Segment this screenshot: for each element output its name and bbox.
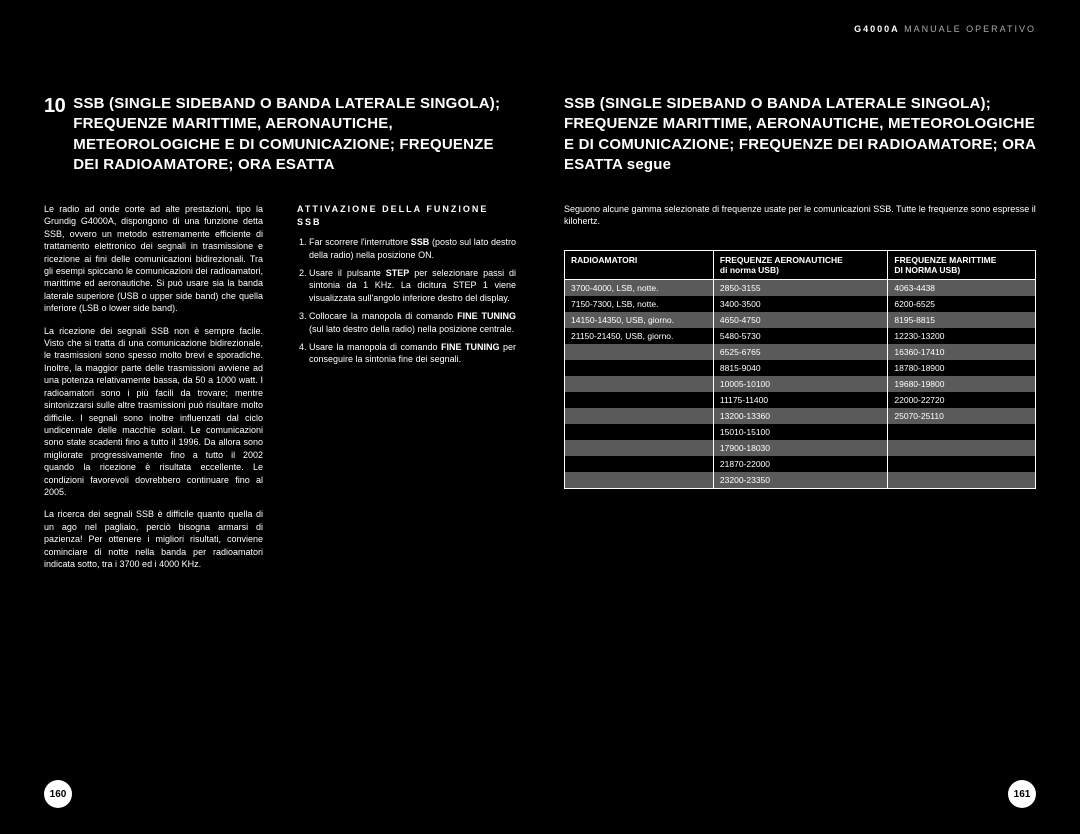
table-cell xyxy=(565,424,714,440)
table-cell: 17900-18030 xyxy=(713,440,887,456)
table-cell: 14150-14350, USB, giorno. xyxy=(565,312,714,328)
table-cell: 10005-10100 xyxy=(713,376,887,392)
table-cell: 16360-17410 xyxy=(888,344,1036,360)
table-cell: 15010-15100 xyxy=(713,424,887,440)
table-header: RADIOAMATORI xyxy=(565,250,714,279)
table-cell: 2850-3155 xyxy=(713,279,887,296)
table-cell: 19680-19800 xyxy=(888,376,1036,392)
table-row: 17900-18030 xyxy=(565,440,1036,456)
table-row: 11175-1140022000-22720 xyxy=(565,392,1036,408)
step-item: Far scorrere l'interruttore SSB (posto s… xyxy=(309,236,516,261)
section-number: 10 xyxy=(44,94,65,118)
table-row: 23200-23350 xyxy=(565,472,1036,489)
table-cell xyxy=(565,456,714,472)
steps-list: Far scorrere l'interruttore SSB (posto s… xyxy=(297,236,516,366)
table-cell xyxy=(888,440,1036,456)
table-header: FREQUENZE AERONAUTICHEdi norma USB) xyxy=(713,250,887,279)
table-cell xyxy=(888,472,1036,489)
table-cell: 6200-6525 xyxy=(888,296,1036,312)
header-title: MANUALE OPERATIVO xyxy=(904,24,1036,34)
table-cell: 22000-22720 xyxy=(888,392,1036,408)
page-left: 10 SSB (SINGLE SIDEBAND O BANDA LATERALE… xyxy=(44,94,516,580)
table-row: 3700-4000, LSB, notte.2850-31554063-4438 xyxy=(565,279,1036,296)
table-row: 15010-15100 xyxy=(565,424,1036,440)
table-cell xyxy=(565,472,714,489)
table-row: 14150-14350, USB, giorno.4650-47508195-8… xyxy=(565,312,1036,328)
table-row: 21870-22000 xyxy=(565,456,1036,472)
section-heading-right: SSB (SINGLE SIDEBAND O BANDA LATERALE SI… xyxy=(564,94,1036,175)
table-cell: 4063-4438 xyxy=(888,279,1036,296)
para: La ricerca dei segnali SSB è difficile q… xyxy=(44,508,263,570)
header-model: G4000A xyxy=(854,24,900,34)
table-cell: 13200-13360 xyxy=(713,408,887,424)
left-col2: ATTIVAZIONE DELLA FUNZIONE SSB Far scorr… xyxy=(297,203,516,580)
section-heading-left: SSB (SINGLE SIDEBAND O BANDA LATERALE SI… xyxy=(73,94,516,175)
table-cell xyxy=(565,408,714,424)
table-cell: 21150-21450, USB, giorno. xyxy=(565,328,714,344)
step-item: Collocare la manopola di comando FINE TU… xyxy=(309,310,516,335)
table-cell: 6525-6765 xyxy=(713,344,887,360)
header: G4000A MANUALE OPERATIVO xyxy=(854,24,1036,34)
subhead-ssb: ATTIVAZIONE DELLA FUNZIONE SSB xyxy=(297,203,516,228)
table-cell: 12230-13200 xyxy=(888,328,1036,344)
table-cell: 8195-8815 xyxy=(888,312,1036,328)
intro-text: Seguono alcune gamma selezionate di freq… xyxy=(564,203,1036,228)
table-cell: 3400-3500 xyxy=(713,296,887,312)
table-cell: 23200-23350 xyxy=(713,472,887,489)
table-cell: 18780-18900 xyxy=(888,360,1036,376)
table-cell: 11175-11400 xyxy=(713,392,887,408)
table-cell: 25070-25110 xyxy=(888,408,1036,424)
table-row: 7150-7300, LSB, notte.3400-35006200-6525 xyxy=(565,296,1036,312)
page-right: SSB (SINGLE SIDEBAND O BANDA LATERALE SI… xyxy=(564,94,1036,580)
table-cell xyxy=(888,456,1036,472)
table-cell xyxy=(565,392,714,408)
table-cell: 8815-9040 xyxy=(713,360,887,376)
table-row: 13200-1336025070-25110 xyxy=(565,408,1036,424)
table-cell: 7150-7300, LSB, notte. xyxy=(565,296,714,312)
table-header: FREQUENZE MARITTIMEDI NORMA USB) xyxy=(888,250,1036,279)
left-col1: Le radio ad onde corte ad alte prestazio… xyxy=(44,203,263,580)
para: Le radio ad onde corte ad alte prestazio… xyxy=(44,203,263,315)
table-cell xyxy=(565,376,714,392)
table-cell xyxy=(565,360,714,376)
page-number-left: 160 xyxy=(44,780,72,808)
table-cell: 21870-22000 xyxy=(713,456,887,472)
page-number-right: 161 xyxy=(1008,780,1036,808)
table-row: 21150-21450, USB, giorno.5480-573012230-… xyxy=(565,328,1036,344)
table-cell: 5480-5730 xyxy=(713,328,887,344)
frequency-table: RADIOAMATORIFREQUENZE AERONAUTICHEdi nor… xyxy=(564,250,1036,489)
table-cell xyxy=(565,344,714,360)
table-row: 8815-904018780-18900 xyxy=(565,360,1036,376)
para: La ricezione dei segnali SSB non è sempr… xyxy=(44,325,263,499)
table-cell: 3700-4000, LSB, notte. xyxy=(565,279,714,296)
step-item: Usare la manopola di comando FINE TUNING… xyxy=(309,341,516,366)
table-cell xyxy=(888,424,1036,440)
table-cell: 4650-4750 xyxy=(713,312,887,328)
step-item: Usare il pulsante STEP per selezionare p… xyxy=(309,267,516,304)
table-row: 6525-676516360-17410 xyxy=(565,344,1036,360)
table-row: 10005-1010019680-19800 xyxy=(565,376,1036,392)
table-cell xyxy=(565,440,714,456)
